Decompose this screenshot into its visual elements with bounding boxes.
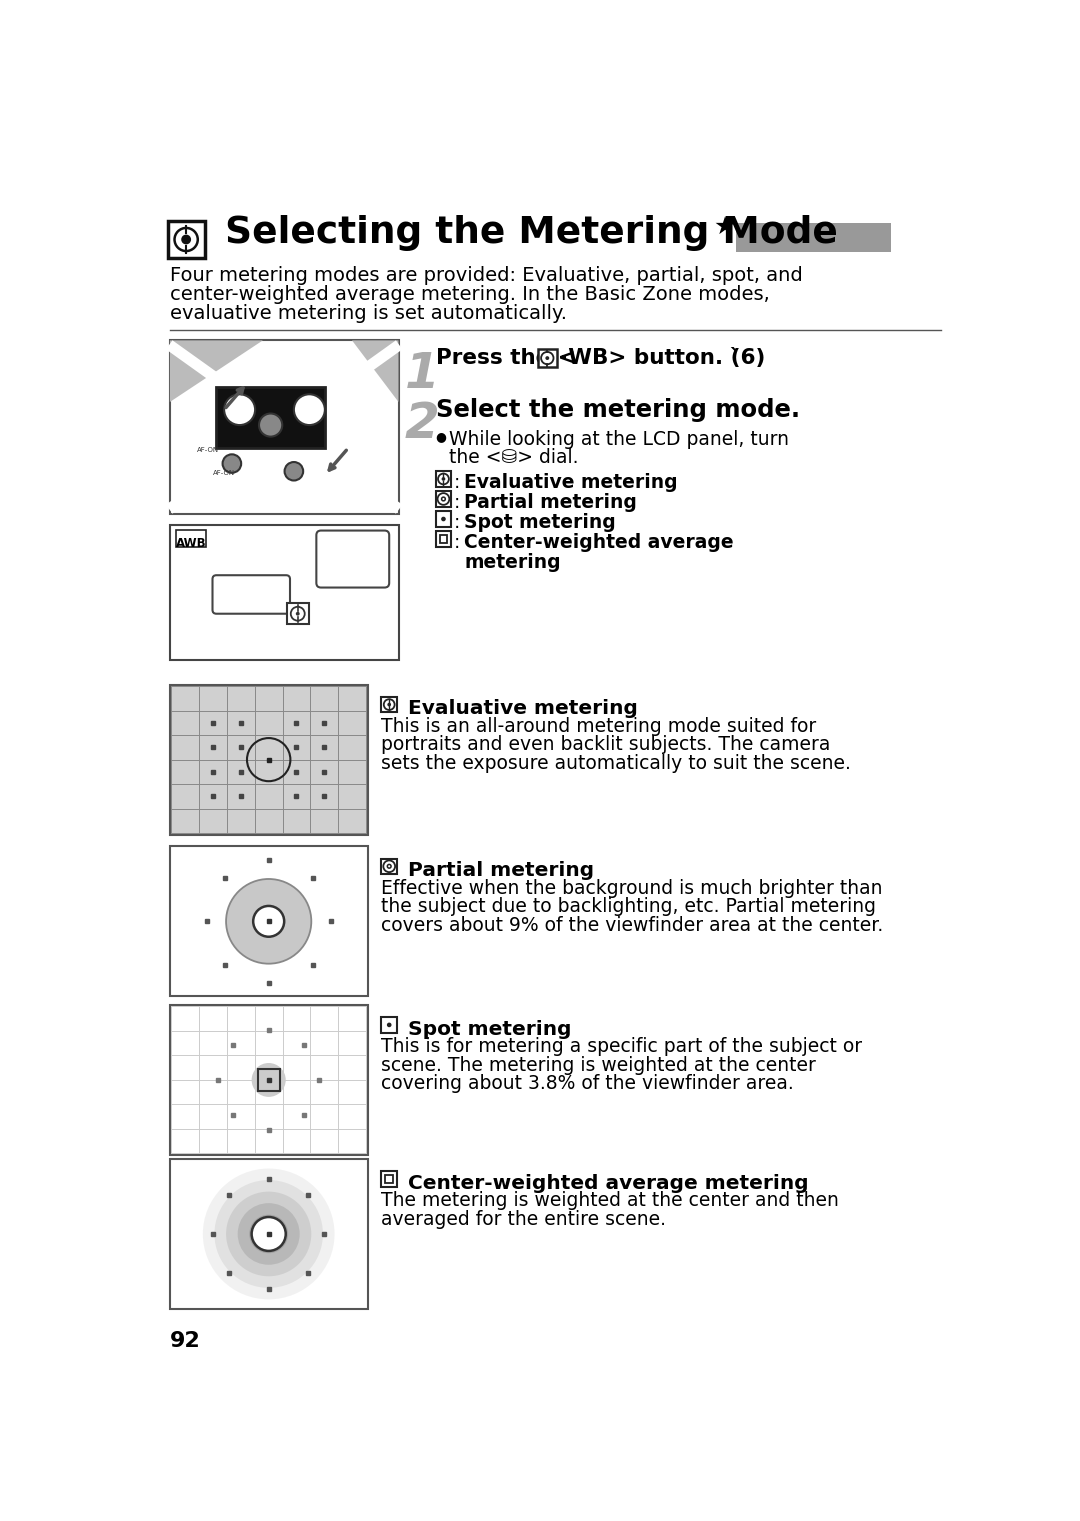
Bar [435,491,451,506]
Circle shape [226,879,311,964]
Text: 92: 92 [170,1331,201,1351]
Text: Evaluative metering: Evaluative metering [464,473,678,491]
Text: scene. The metering is weighted at the center: scene. The metering is weighted at the c… [381,1056,816,1075]
Text: portraits and even backlit subjects. The camera: portraits and even backlit subjects. The… [381,735,831,754]
Text: evaluative metering is set automatically.: evaluative metering is set automatically… [170,304,567,322]
Circle shape [259,414,282,437]
Bar [735,222,891,252]
Bar [381,858,397,875]
Circle shape [253,907,284,937]
Text: covers about 9% of the viewfinder area at the center.: covers about 9% of the viewfinder area a… [381,916,883,934]
Text: Select the metering mode.: Select the metering mode. [435,399,800,423]
Bar [216,386,325,449]
Circle shape [215,1180,323,1288]
Bar [172,686,366,834]
Bar [381,697,397,712]
Bar [170,684,367,835]
Circle shape [183,236,190,243]
Text: This is an all-around metering mode suited for: This is an all-around metering mode suit… [381,716,816,736]
FancyBboxPatch shape [316,531,389,587]
Text: Spot metering: Spot metering [464,513,616,532]
Circle shape [238,1203,299,1265]
Circle shape [294,394,325,424]
Text: ★: ★ [713,214,735,239]
Text: :: : [455,493,467,513]
Text: The metering is weighted at the center and then: The metering is weighted at the center a… [381,1191,839,1211]
Text: AF-ON: AF-ON [213,470,234,476]
Circle shape [252,1063,286,1097]
Bar [176,529,205,546]
Text: the <⛁> dial.: the <⛁> dial. [449,449,579,467]
Bar [167,221,205,259]
Circle shape [545,356,550,360]
Text: Spot metering: Spot metering [401,1019,571,1039]
Text: Four metering modes are provided: Evaluative, partial, spot, and: Four metering modes are provided: Evalua… [170,266,802,284]
Text: 1: 1 [405,350,440,399]
Text: :: : [455,513,467,532]
Text: Selecting the Metering Mode: Selecting the Metering Mode [213,214,838,251]
Polygon shape [352,341,399,402]
Bar [435,531,451,546]
Circle shape [249,1215,288,1253]
Bar [440,535,447,543]
Bar [538,348,556,367]
FancyBboxPatch shape [213,575,291,613]
Text: averaged for the entire scene.: averaged for the entire scene. [381,1209,666,1229]
Bar [381,1171,397,1186]
Text: metering: metering [464,554,561,572]
Circle shape [442,478,445,481]
Circle shape [226,1191,311,1276]
Bar [170,525,399,660]
Circle shape [225,394,255,424]
Text: :: : [455,532,467,552]
Polygon shape [170,341,262,402]
Text: the subject due to backlighting, etc. Partial metering: the subject due to backlighting, etc. Pa… [381,897,877,916]
Text: ·WB> button. (̀6): ·WB> button. (̀6) [559,348,765,368]
Bar [170,341,399,514]
Text: Effective when the background is much brighter than: Effective when the background is much br… [381,879,883,897]
Bar [435,511,451,526]
Circle shape [222,455,241,473]
Text: center-weighted average metering. In the Basic Zone modes,: center-weighted average metering. In the… [170,284,770,304]
Text: Partial metering: Partial metering [464,493,637,513]
Bar [381,1018,397,1033]
Circle shape [387,1022,392,1027]
Text: ●: ● [435,430,446,444]
Text: AF-ON: AF-ON [197,447,219,453]
Circle shape [284,462,303,481]
Circle shape [203,1168,335,1299]
Text: 2: 2 [405,400,440,449]
Circle shape [441,517,446,522]
Circle shape [388,703,391,706]
Bar [435,472,451,487]
Bar [258,1069,280,1091]
Bar [170,1005,367,1154]
Text: While looking at the LCD panel, turn: While looking at the LCD panel, turn [449,430,788,450]
Text: sets the exposure automatically to suit the scene.: sets the exposure automatically to suit … [381,754,851,773]
Text: Partial metering: Partial metering [401,861,594,879]
Circle shape [296,611,299,616]
Bar [287,602,309,625]
Text: :: : [455,473,467,491]
Bar [386,1176,393,1183]
Text: Press the <: Press the < [435,348,576,368]
Text: This is for metering a specific part of the subject or: This is for metering a specific part of … [381,1037,863,1056]
Text: covering about 3.8% of the viewfinder area.: covering about 3.8% of the viewfinder ar… [381,1074,794,1094]
Text: Evaluative metering: Evaluative metering [401,700,637,718]
Text: AWB: AWB [175,537,206,551]
Bar [170,846,367,996]
Circle shape [252,1217,286,1250]
Text: Center-weighted average: Center-weighted average [464,532,734,552]
Bar [170,1159,367,1310]
Text: Center-weighted average metering: Center-weighted average metering [401,1174,809,1192]
